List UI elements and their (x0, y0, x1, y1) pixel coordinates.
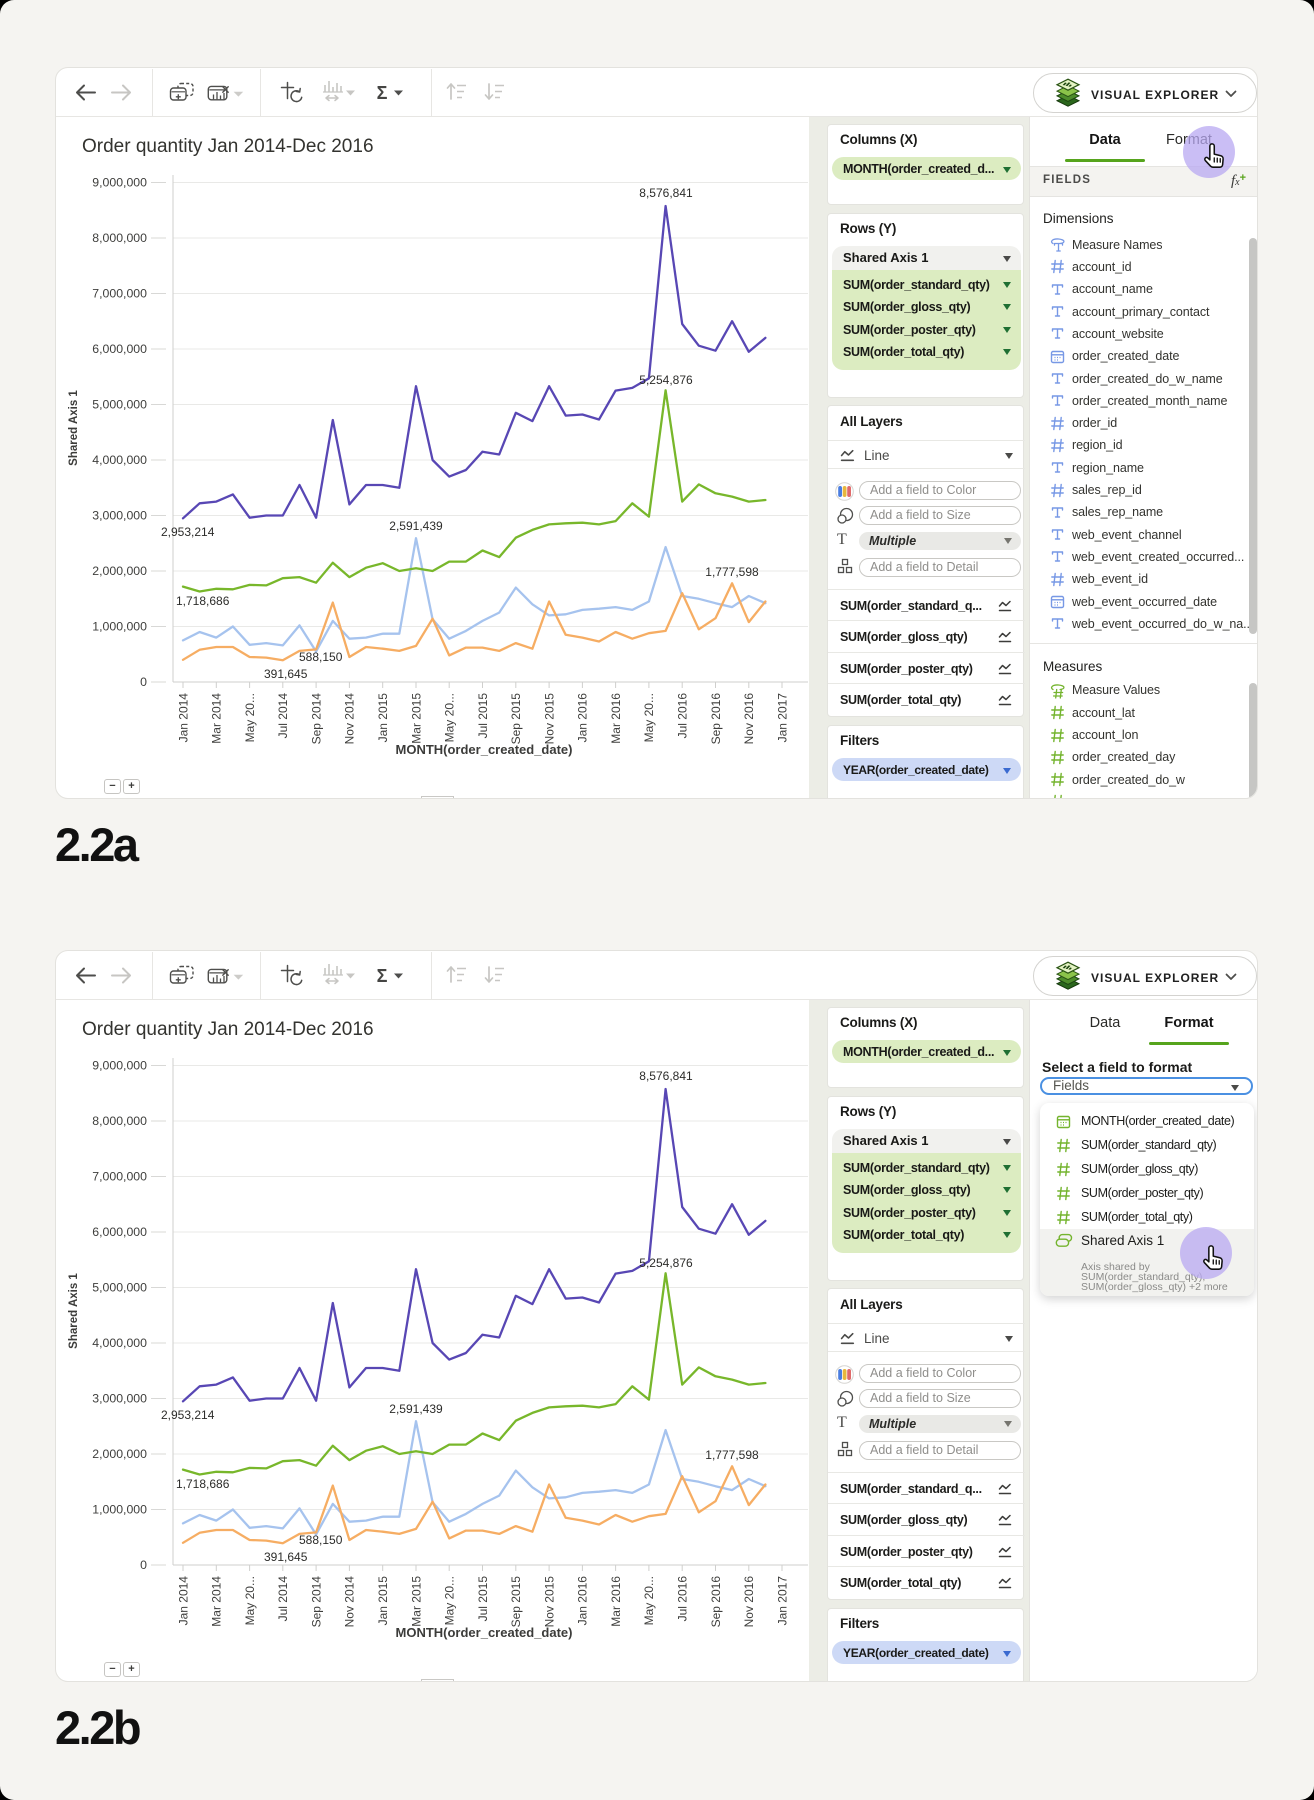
svg-text:Nov 2014: Nov 2014 (343, 1576, 357, 1628)
svg-text:MONTH(order_created_date): MONTH(order_created_date) (396, 1625, 573, 1640)
svg-text:May 20...: May 20... (642, 693, 656, 742)
svg-text:6,000,000: 6,000,000 (92, 342, 147, 356)
svg-text:May 20...: May 20... (642, 1576, 656, 1625)
svg-text:Jan 2015: Jan 2015 (376, 693, 390, 743)
svg-text:Mar 2016: Mar 2016 (609, 693, 623, 744)
svg-text:Jan 2017: Jan 2017 (775, 1576, 789, 1626)
svg-text:5,000,000: 5,000,000 (92, 1281, 147, 1295)
svg-text:Nov 2015: Nov 2015 (542, 693, 556, 745)
svg-text:Nov 2016: Nov 2016 (742, 1576, 756, 1628)
svg-text:1,718,686: 1,718,686 (176, 594, 230, 608)
svg-text:Jul 2015: Jul 2015 (476, 1576, 490, 1622)
svg-text:Jul 2015: Jul 2015 (476, 693, 490, 739)
svg-text:5,254,876: 5,254,876 (639, 373, 693, 387)
svg-text:2,953,214: 2,953,214 (161, 525, 215, 539)
svg-text:5,254,876: 5,254,876 (639, 1256, 693, 1270)
svg-text:2,591,439: 2,591,439 (389, 1402, 443, 1416)
svg-text:0: 0 (140, 1558, 147, 1572)
svg-text:Mar 2015: Mar 2015 (409, 693, 423, 744)
svg-text:May 20...: May 20... (443, 693, 457, 742)
svg-text:Sep 2015: Sep 2015 (509, 693, 523, 745)
svg-text:1,000,000: 1,000,000 (92, 1503, 147, 1517)
svg-text:May 20...: May 20... (243, 1576, 257, 1625)
svg-text:Mar 2014: Mar 2014 (210, 693, 224, 744)
svg-text:Jan 2016: Jan 2016 (576, 693, 590, 743)
svg-text:Shared Axis 1: Shared Axis 1 (68, 1273, 80, 1349)
svg-text:Jan 2016: Jan 2016 (576, 1576, 590, 1626)
svg-text:4,000,000: 4,000,000 (92, 1336, 147, 1350)
svg-text:8,576,841: 8,576,841 (639, 186, 693, 200)
svg-text:Jan 2015: Jan 2015 (376, 1576, 390, 1626)
svg-text:2,000,000: 2,000,000 (92, 564, 147, 578)
svg-text:5,000,000: 5,000,000 (92, 398, 147, 412)
svg-text:Σ: Σ (377, 83, 388, 103)
svg-text:391,645: 391,645 (264, 1550, 308, 1564)
svg-text:Mar 2015: Mar 2015 (409, 1576, 423, 1627)
svg-text:Sep 2016: Sep 2016 (709, 693, 723, 745)
svg-text:May 20...: May 20... (243, 693, 257, 742)
svg-text:Sep 2016: Sep 2016 (709, 1576, 723, 1628)
svg-text:Sep 2014: Sep 2014 (309, 693, 323, 745)
svg-text:Jan 2014: Jan 2014 (176, 1576, 190, 1626)
svg-text:Shared Axis 1: Shared Axis 1 (68, 390, 80, 466)
svg-text:4,000,000: 4,000,000 (92, 453, 147, 467)
svg-text:588,150: 588,150 (299, 1533, 343, 1547)
svg-text:Nov 2014: Nov 2014 (343, 693, 357, 745)
svg-text:391,645: 391,645 (264, 667, 308, 681)
svg-text:Σ: Σ (377, 966, 388, 986)
svg-text:MONTH(order_created_date): MONTH(order_created_date) (396, 742, 573, 757)
svg-text:9,000,000: 9,000,000 (92, 176, 147, 190)
svg-text:3,000,000: 3,000,000 (92, 509, 147, 523)
svg-text:Jan 2017: Jan 2017 (775, 693, 789, 743)
svg-text:1,777,598: 1,777,598 (705, 565, 759, 579)
svg-text:588,150: 588,150 (299, 650, 343, 664)
svg-text:1,718,686: 1,718,686 (176, 1477, 230, 1491)
svg-text:Mar 2016: Mar 2016 (609, 1576, 623, 1627)
svg-text:May 20...: May 20... (443, 1576, 457, 1625)
svg-text:1,777,598: 1,777,598 (705, 1448, 759, 1462)
svg-text:Jan 2014: Jan 2014 (176, 693, 190, 743)
svg-text:0: 0 (140, 675, 147, 689)
svg-text:2,000,000: 2,000,000 (92, 1447, 147, 1461)
svg-text:7,000,000: 7,000,000 (92, 287, 147, 301)
svg-text:Jul 2014: Jul 2014 (276, 693, 290, 739)
svg-text:6,000,000: 6,000,000 (92, 1225, 147, 1239)
svg-text:Nov 2015: Nov 2015 (542, 1576, 556, 1628)
svg-text:8,000,000: 8,000,000 (92, 231, 147, 245)
svg-text:2,953,214: 2,953,214 (161, 1408, 215, 1422)
svg-text:1,000,000: 1,000,000 (92, 620, 147, 634)
svg-text:Jul 2016: Jul 2016 (676, 693, 690, 739)
svg-text:7,000,000: 7,000,000 (92, 1170, 147, 1184)
svg-text:Sep 2015: Sep 2015 (509, 1576, 523, 1628)
svg-text:2,591,439: 2,591,439 (389, 519, 443, 533)
svg-text:Mar 2014: Mar 2014 (210, 1576, 224, 1627)
svg-text:Jul 2014: Jul 2014 (276, 1576, 290, 1622)
svg-text:9,000,000: 9,000,000 (92, 1059, 147, 1073)
svg-text:8,000,000: 8,000,000 (92, 1114, 147, 1128)
svg-text:3,000,000: 3,000,000 (92, 1392, 147, 1406)
svg-text:Nov 2016: Nov 2016 (742, 693, 756, 745)
svg-text:Sep 2014: Sep 2014 (309, 1576, 323, 1628)
svg-text:8,576,841: 8,576,841 (639, 1069, 693, 1083)
svg-text:Jul 2016: Jul 2016 (676, 1576, 690, 1622)
